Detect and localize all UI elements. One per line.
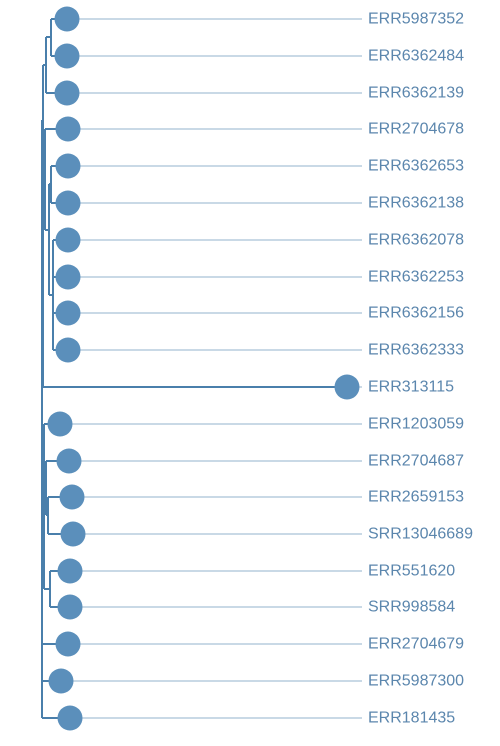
leaf-row[interactable]: ERR313115 bbox=[334, 374, 455, 400]
leaf-label: ERR6362138 bbox=[368, 195, 464, 212]
leaf-row[interactable]: ERR2659153 bbox=[59, 484, 465, 510]
leaf-row[interactable]: ERR6362078 bbox=[55, 227, 465, 253]
leaf-row[interactable]: ERR5987300 bbox=[48, 668, 465, 694]
leaf-row[interactable]: ERR2704687 bbox=[56, 448, 465, 474]
leaf-label: ERR6362253 bbox=[368, 269, 464, 286]
leaf-label: ERR6362653 bbox=[368, 158, 464, 175]
leaf-node[interactable] bbox=[55, 264, 81, 290]
leaf-label: ERR2704687 bbox=[368, 453, 464, 470]
leaf-row[interactable]: ERR6362156 bbox=[55, 300, 465, 326]
leaf-label: ERR6362333 bbox=[368, 342, 464, 359]
leaf-label: ERR2704679 bbox=[368, 636, 464, 653]
leaf-label: ERR313115 bbox=[368, 379, 454, 396]
leaf-node[interactable] bbox=[55, 190, 81, 216]
leaf-node[interactable] bbox=[56, 448, 82, 474]
leaf-label: ERR6362484 bbox=[368, 48, 464, 65]
leaf-row[interactable]: ERR2704678 bbox=[55, 116, 465, 142]
leaf-label: ERR6362156 bbox=[368, 305, 464, 322]
leaf-label: ERR6362139 bbox=[368, 85, 464, 102]
leaf-label: ERR5987352 bbox=[368, 11, 464, 28]
leaf-row[interactable]: ERR551620 bbox=[57, 558, 456, 584]
leaf-row[interactable]: ERR6362138 bbox=[55, 190, 465, 216]
leaf-node[interactable] bbox=[48, 668, 74, 694]
leaf-node[interactable] bbox=[59, 484, 85, 510]
leaf-row[interactable]: ERR6362484 bbox=[54, 43, 465, 69]
leaf-label: ERR551620 bbox=[368, 563, 455, 580]
leaf-label: SRR13046689 bbox=[368, 526, 473, 543]
leaf-node[interactable] bbox=[55, 337, 81, 363]
leaf-row[interactable]: SRR998584 bbox=[57, 594, 456, 620]
leaf-label: ERR1203059 bbox=[368, 416, 464, 433]
tree-branches bbox=[41, 18, 340, 719]
leaf-row[interactable]: ERR181435 bbox=[57, 705, 456, 731]
leaf-label: ERR2704678 bbox=[368, 121, 464, 138]
leaf-node[interactable] bbox=[55, 227, 81, 253]
leaf-node[interactable] bbox=[55, 300, 81, 326]
leaf-label: ERR6362078 bbox=[368, 232, 464, 249]
leaf-node[interactable] bbox=[54, 80, 80, 106]
leaf-row[interactable]: ERR5987352 bbox=[54, 6, 465, 32]
leaf-row[interactable]: SRR13046689 bbox=[60, 521, 474, 547]
leaf-node[interactable] bbox=[55, 153, 81, 179]
leaf-label: SRR998584 bbox=[368, 599, 455, 616]
leaf-label: ERR2659153 bbox=[368, 489, 464, 506]
leaf-node[interactable] bbox=[55, 116, 81, 142]
leaf-node[interactable] bbox=[57, 558, 83, 584]
leaf-row[interactable]: ERR1203059 bbox=[47, 411, 465, 437]
leaf-label: ERR181435 bbox=[368, 710, 455, 727]
leaf-node[interactable] bbox=[54, 43, 80, 69]
tree-leaves: ERR5987352 ERR6362484 ERR6362139 ERR2704678… bbox=[47, 6, 474, 731]
leaf-label: ERR5987300 bbox=[368, 673, 464, 690]
leaf-node[interactable] bbox=[57, 594, 83, 620]
leaf-row[interactable]: ERR6362333 bbox=[55, 337, 465, 363]
leaf-node[interactable] bbox=[60, 521, 86, 547]
leaf-row[interactable]: ERR6362139 bbox=[54, 80, 465, 106]
leaf-node[interactable] bbox=[57, 705, 83, 731]
leaf-node[interactable] bbox=[54, 6, 80, 32]
leaf-row[interactable]: ERR6362653 bbox=[55, 153, 465, 179]
leaf-node[interactable] bbox=[334, 374, 360, 400]
leaf-node[interactable] bbox=[47, 411, 73, 437]
leaf-node[interactable] bbox=[55, 631, 81, 657]
leaf-row[interactable]: ERR2704679 bbox=[55, 631, 465, 657]
leaf-row[interactable]: ERR6362253 bbox=[55, 264, 465, 290]
